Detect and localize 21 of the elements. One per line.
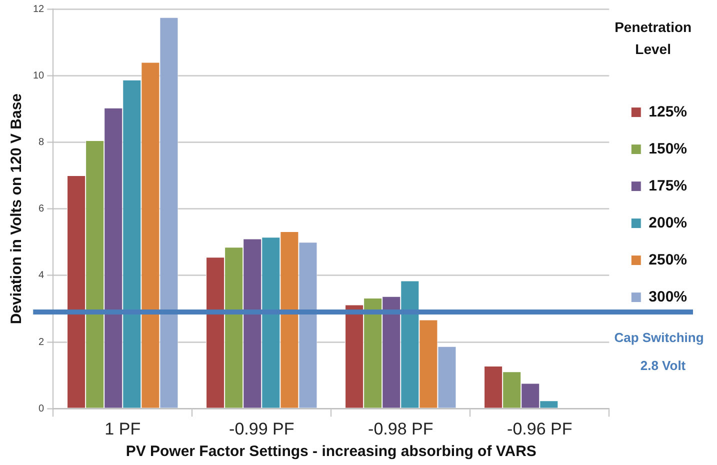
legend-label: 300% bbox=[648, 288, 688, 306]
legend-label: 250% bbox=[648, 251, 688, 268]
y-tick-label: 0 bbox=[38, 403, 45, 414]
ref-line-label: Cap Switching 2.8 Volt bbox=[614, 330, 704, 374]
y-tick-label: 4 bbox=[38, 270, 45, 282]
legend-label: 175% bbox=[648, 177, 688, 194]
y-axis-title: Deviation in Volts on 120 V Base bbox=[8, 93, 26, 324]
legend-label: 150% bbox=[648, 140, 688, 158]
y-tick-label: 6 bbox=[38, 204, 45, 215]
y-tick-label: 2 bbox=[38, 336, 45, 348]
x-tick-label: -0.98 PF bbox=[368, 419, 434, 438]
x-tick-label: -0.96 PF bbox=[507, 419, 572, 438]
legend-label: 125% bbox=[648, 103, 688, 120]
legend-label: 200% bbox=[648, 214, 688, 232]
x-tick-label: 1 PF bbox=[104, 419, 141, 438]
x-axis-title: PV Power Factor Settings - increasing absorbing of VARS bbox=[126, 443, 536, 460]
legend-title: Penetration Level bbox=[614, 19, 692, 57]
y-tick-label: 10 bbox=[33, 70, 45, 82]
y-tick-label: 8 bbox=[38, 136, 45, 148]
x-tick-label: -0.99 PF bbox=[229, 419, 294, 438]
y-tick-label: 12 bbox=[33, 4, 45, 15]
